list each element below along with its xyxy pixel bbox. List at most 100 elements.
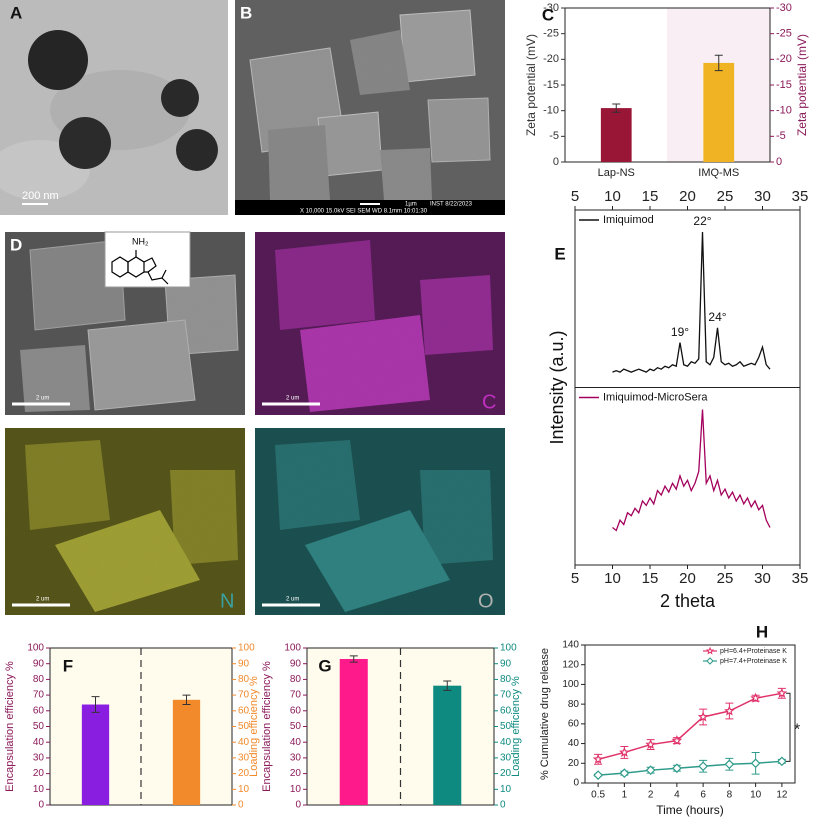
y-axis-label: Intensity (a.u.)	[547, 330, 567, 444]
x-tick-label: 12	[776, 790, 788, 801]
x-tick-label: 5	[571, 188, 579, 205]
x-tick-label: 20	[679, 188, 696, 205]
y-tick-label: 140	[562, 640, 579, 651]
x-tick-label: 10	[750, 790, 762, 801]
y-tick-label: 30	[238, 753, 250, 764]
y-tick-label: -20	[776, 53, 792, 65]
y-tick-label: 90	[238, 658, 250, 669]
x-tick-label: 1	[622, 790, 628, 801]
y-tick-label: 0	[776, 156, 782, 168]
y2-axis-label: Zeta potential (mV)	[795, 34, 809, 136]
y-axis-label: Encapsulation efficiency %	[261, 661, 273, 792]
marker	[750, 758, 761, 769]
x-tick-label: 6	[700, 790, 706, 801]
y-tick-label: 10	[290, 784, 302, 795]
error-bar	[443, 680, 452, 691]
bar	[600, 108, 632, 162]
element-label: N	[220, 590, 234, 612]
y-tick-label: 50	[290, 721, 302, 732]
y-tick-label: 60	[500, 705, 512, 716]
marker	[698, 761, 708, 772]
y-tick-label: -15	[543, 79, 559, 91]
scale-bar-label: 200 nm	[22, 190, 59, 202]
marker	[672, 763, 682, 774]
panel-letter: A	[10, 3, 22, 22]
y-tick-label: -5	[549, 130, 559, 142]
sem-info: X 10,000 15.0kV SEI SEM WD 8.1mm 10:01:3…	[300, 209, 428, 215]
y-tick-label: 20	[290, 768, 302, 779]
y-tick-label: 0	[238, 800, 244, 811]
marker	[645, 765, 656, 776]
y-tick-label: 50	[238, 721, 250, 732]
marker	[592, 753, 604, 764]
element-label: C	[482, 391, 496, 413]
y-tick-label: 100	[238, 643, 255, 654]
y-tick-label: 10	[238, 784, 250, 795]
x-tick-label: 10	[604, 570, 621, 587]
annotation: 24°	[708, 310, 726, 324]
y-tick-label: -25	[776, 28, 792, 40]
y-tick-label: 40	[500, 737, 512, 748]
panel-letter: D	[10, 235, 22, 254]
element-label: O	[478, 590, 494, 612]
y-tick-label: 30	[500, 753, 512, 764]
marker	[724, 759, 735, 770]
y-tick-label: 30	[33, 753, 45, 764]
panel-a-image: A 200 nm	[0, 0, 228, 215]
x-tick-label: 15	[642, 188, 659, 205]
marker	[593, 770, 603, 780]
marker	[777, 756, 787, 767]
legend-label: pH=7.4+Proteinase K	[720, 658, 787, 665]
legend-marker	[706, 657, 714, 665]
bar	[172, 699, 201, 805]
scale-bar-label: 2 um	[36, 396, 49, 402]
y-tick-label: 60	[33, 705, 45, 716]
panel-letter: C	[542, 5, 554, 24]
marker	[619, 768, 630, 778]
y-tick-label: 90	[500, 658, 512, 669]
y-tick-label: -30	[776, 2, 792, 14]
error-bar	[714, 54, 723, 72]
x-axis-label: 2 theta	[660, 591, 716, 611]
marker	[724, 705, 735, 716]
y-axis-label: Zeta potential (mV)	[524, 34, 538, 136]
error-bar	[182, 694, 191, 706]
significance-bracket	[786, 692, 791, 762]
y-tick-label: 100	[284, 643, 301, 654]
y-tick-label: -20	[543, 53, 559, 65]
scale-bar-label: 2 um	[286, 396, 299, 402]
marker	[750, 692, 761, 703]
y-tick-label: 0	[500, 800, 506, 811]
panel-letter: G	[318, 656, 331, 675]
eds-map-o: 2 um O	[255, 428, 505, 615]
x-tick-label: 25	[717, 570, 734, 587]
y-tick-label: 80	[238, 674, 250, 685]
y-tick-label: 60	[290, 705, 302, 716]
marker	[645, 738, 656, 750]
x-tick-label: 35	[792, 570, 809, 587]
y-tick-label: 60	[238, 705, 250, 716]
y-tick-label: 80	[568, 699, 580, 710]
x-tick-label: 0.5	[591, 790, 605, 801]
y-tick-label: 10	[500, 784, 512, 795]
y-tick-label: -10	[776, 105, 792, 117]
marker	[619, 746, 630, 757]
y-tick-label: 20	[33, 768, 45, 779]
y-tick-label: 40	[568, 738, 580, 749]
legend-marker	[705, 646, 715, 655]
y-tick-label: -30	[543, 2, 559, 14]
marker	[697, 711, 709, 722]
legend-label: Imiquimod	[603, 214, 654, 226]
x-tick-label: 30	[754, 570, 771, 587]
y-tick-label: 30	[290, 753, 302, 764]
bar	[81, 704, 110, 805]
panel-letter: H	[756, 622, 768, 641]
x-tick-label: 5	[571, 570, 579, 587]
legend-label: pH=6.4+Proteinase K	[720, 648, 787, 655]
y-tick-label: 100	[500, 643, 517, 654]
annotation: 19°	[671, 325, 689, 339]
series-line	[597, 692, 783, 761]
y-tick-label: 70	[33, 690, 45, 701]
